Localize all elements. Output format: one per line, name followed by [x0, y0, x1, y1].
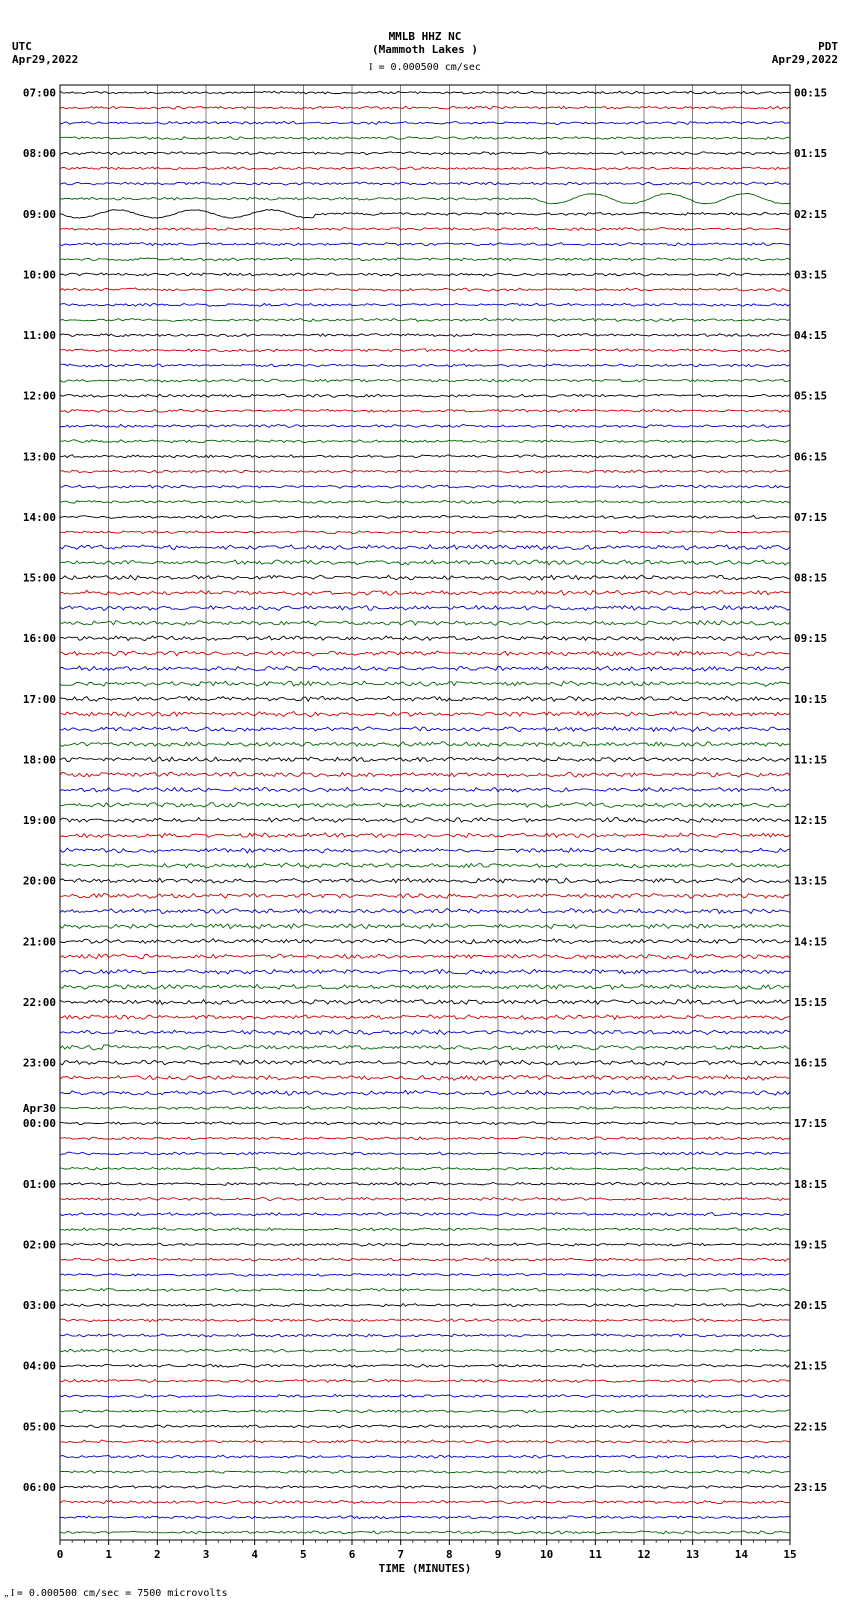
svg-text:14:00: 14:00	[23, 511, 56, 524]
header-left: UTC Apr29,2022	[12, 40, 78, 66]
footer: „ I = 0.000500 cm/sec = 7500 microvolts	[0, 1580, 850, 1607]
svg-text:10:15: 10:15	[794, 693, 827, 706]
svg-text:12:00: 12:00	[23, 390, 56, 403]
left-date-label: Apr29,2022	[12, 53, 78, 66]
svg-text:21:15: 21:15	[794, 1360, 827, 1373]
scale-text: = 0.000500 cm/sec	[379, 62, 481, 73]
svg-text:8: 8	[446, 1548, 453, 1561]
header-right: PDT Apr29,2022	[772, 40, 838, 66]
svg-text:11:00: 11:00	[23, 329, 56, 342]
right-tz-label: PDT	[772, 40, 838, 53]
svg-text:23:00: 23:00	[23, 1057, 56, 1070]
scale-bar-icon: I	[369, 62, 372, 73]
svg-text:1: 1	[105, 1548, 112, 1561]
svg-text:11:15: 11:15	[794, 753, 827, 766]
svg-text:17:00: 17:00	[23, 693, 56, 706]
svg-text:08:00: 08:00	[23, 147, 56, 160]
svg-text:15:00: 15:00	[23, 572, 56, 585]
svg-text:07:15: 07:15	[794, 511, 827, 524]
seismogram-svg: 0123456789101112131415TIME (MINUTES)07:0…	[10, 80, 840, 1580]
svg-text:03:00: 03:00	[23, 1299, 56, 1312]
svg-text:18:15: 18:15	[794, 1178, 827, 1191]
svg-text:06:00: 06:00	[23, 1481, 56, 1494]
svg-text:16:00: 16:00	[23, 632, 56, 645]
svg-text:05:00: 05:00	[23, 1420, 56, 1433]
left-tz-label: UTC	[12, 40, 78, 53]
svg-text:02:00: 02:00	[23, 1238, 56, 1251]
svg-text:TIME (MINUTES): TIME (MINUTES)	[379, 1562, 472, 1575]
svg-text:08:15: 08:15	[794, 572, 827, 585]
svg-text:Apr30: Apr30	[23, 1102, 56, 1115]
svg-text:09:00: 09:00	[23, 208, 56, 221]
svg-text:22:00: 22:00	[23, 996, 56, 1009]
svg-text:12:15: 12:15	[794, 814, 827, 827]
svg-text:4: 4	[251, 1548, 258, 1561]
svg-text:7: 7	[397, 1548, 404, 1561]
station-name: (Mammoth Lakes )	[372, 43, 478, 56]
svg-text:10: 10	[540, 1548, 553, 1561]
svg-text:13:15: 13:15	[794, 875, 827, 888]
svg-text:15:15: 15:15	[794, 996, 827, 1009]
right-date-label: Apr29,2022	[772, 53, 838, 66]
svg-text:5: 5	[300, 1548, 307, 1561]
station-code: MMLB HHZ NC	[372, 30, 478, 43]
svg-text:6: 6	[349, 1548, 356, 1561]
svg-text:01:15: 01:15	[794, 147, 827, 160]
footer-text: = 0.000500 cm/sec = 7500 microvolts	[17, 1588, 228, 1599]
seismogram-plot: 0123456789101112131415TIME (MINUTES)07:0…	[10, 80, 840, 1580]
svg-text:03:15: 03:15	[794, 268, 827, 281]
svg-text:16:15: 16:15	[794, 1057, 827, 1070]
svg-text:19:00: 19:00	[23, 814, 56, 827]
header: UTC Apr29,2022 MMLB HHZ NC (Mammoth Lake…	[0, 0, 850, 80]
svg-text:15: 15	[783, 1548, 796, 1561]
svg-text:13:00: 13:00	[23, 450, 56, 463]
svg-text:20:00: 20:00	[23, 875, 56, 888]
svg-text:06:15: 06:15	[794, 450, 827, 463]
svg-text:10:00: 10:00	[23, 268, 56, 281]
svg-text:9: 9	[495, 1548, 502, 1561]
footer-scale-icon: „ I	[4, 1588, 17, 1599]
svg-text:01:00: 01:00	[23, 1178, 56, 1191]
svg-text:09:15: 09:15	[794, 632, 827, 645]
svg-text:00:15: 00:15	[794, 87, 827, 100]
svg-text:14:15: 14:15	[794, 935, 827, 948]
svg-text:05:15: 05:15	[794, 390, 827, 403]
svg-text:21:00: 21:00	[23, 935, 56, 948]
svg-text:11: 11	[589, 1548, 603, 1561]
svg-text:22:15: 22:15	[794, 1420, 827, 1433]
scale-indicator: I = 0.000500 cm/sec	[369, 62, 481, 73]
svg-text:14: 14	[735, 1548, 749, 1561]
svg-text:2: 2	[154, 1548, 161, 1561]
svg-text:0: 0	[57, 1548, 64, 1561]
svg-text:17:15: 17:15	[794, 1117, 827, 1130]
svg-text:18:00: 18:00	[23, 753, 56, 766]
svg-text:20:15: 20:15	[794, 1299, 827, 1312]
svg-text:3: 3	[203, 1548, 210, 1561]
svg-text:19:15: 19:15	[794, 1238, 827, 1251]
svg-text:04:15: 04:15	[794, 329, 827, 342]
svg-text:04:00: 04:00	[23, 1360, 56, 1373]
svg-text:02:15: 02:15	[794, 208, 827, 221]
svg-text:13: 13	[686, 1548, 699, 1561]
header-center: MMLB HHZ NC (Mammoth Lakes )	[372, 30, 478, 56]
svg-text:00:00: 00:00	[23, 1117, 56, 1130]
svg-text:23:15: 23:15	[794, 1481, 827, 1494]
svg-text:12: 12	[637, 1548, 650, 1561]
svg-text:07:00: 07:00	[23, 87, 56, 100]
